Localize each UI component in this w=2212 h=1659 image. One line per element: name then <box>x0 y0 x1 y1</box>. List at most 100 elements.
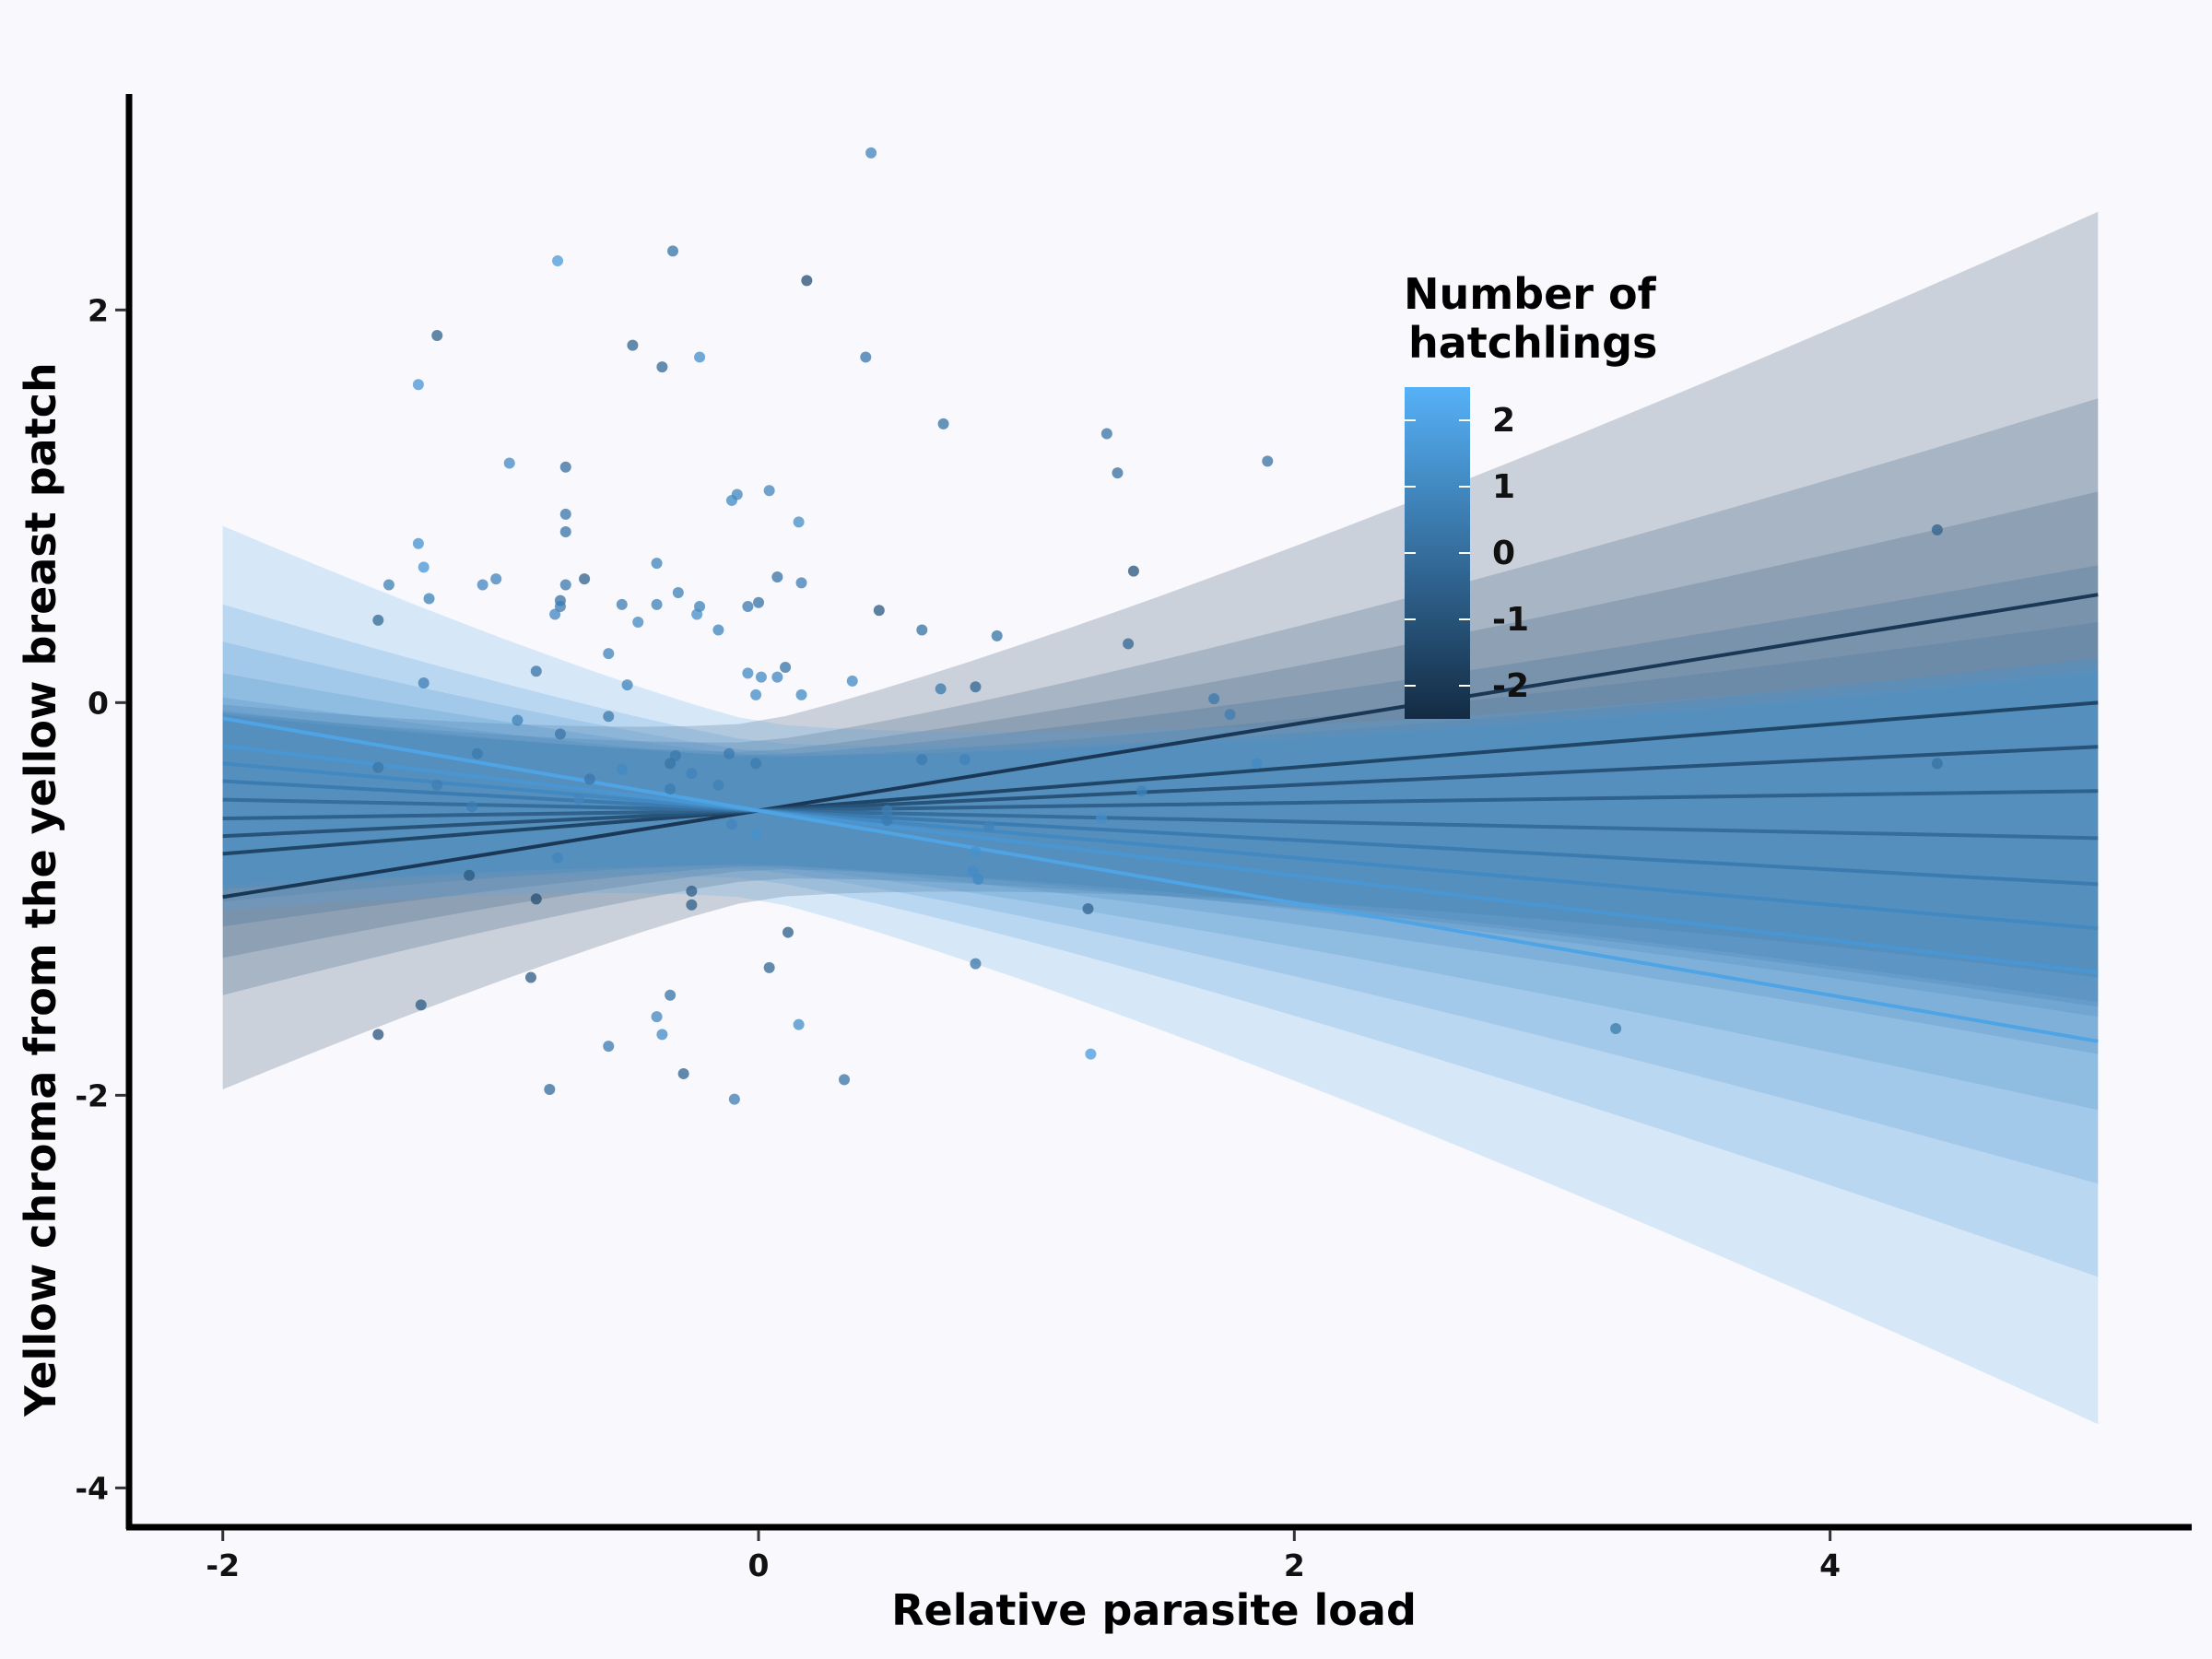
confidence-ribbons <box>222 211 2099 1425</box>
data-points <box>372 147 1943 1105</box>
data-point <box>795 577 807 589</box>
data-point <box>431 779 443 791</box>
data-point <box>793 516 805 528</box>
fit-line--2 <box>222 593 2099 900</box>
data-point <box>750 758 762 770</box>
data-point <box>982 820 994 832</box>
data-point <box>712 624 724 636</box>
legend-tick-label: -2 <box>1492 667 1529 705</box>
data-point <box>742 600 754 612</box>
legend-tick-label: 0 <box>1492 535 1515 572</box>
y-axis-title: Yellow chroma from the yellow breast pat… <box>16 362 65 1417</box>
data-point <box>916 624 928 636</box>
data-point <box>763 485 775 497</box>
legend-title-line-1: Number of <box>1404 269 1657 319</box>
data-point <box>616 598 628 610</box>
data-point <box>1112 467 1124 479</box>
data-point <box>1610 1022 1622 1034</box>
data-point <box>583 773 595 785</box>
fit-line--1.5 <box>222 700 2099 856</box>
data-point <box>724 747 735 759</box>
fit-line--0.5 <box>222 789 2099 821</box>
data-point <box>686 885 698 897</box>
data-point <box>372 1029 384 1041</box>
fit-line-0.5 <box>222 779 2099 887</box>
data-point <box>916 754 928 766</box>
data-point <box>795 688 807 700</box>
data-point <box>669 749 681 761</box>
data-point <box>750 688 762 700</box>
data-point <box>967 865 979 877</box>
fit-line-1 <box>222 761 2099 931</box>
data-point <box>801 275 813 287</box>
data-point <box>418 561 429 573</box>
data-point <box>603 711 615 723</box>
legend-ticks: 2 1 0 -1 -2 <box>1405 402 1529 705</box>
data-point <box>881 815 893 827</box>
data-point <box>559 579 571 591</box>
data-point <box>471 747 483 759</box>
fitted-lines <box>222 593 2099 1043</box>
data-point <box>544 1083 556 1095</box>
data-point <box>1931 758 1943 770</box>
ribbon-0 <box>222 622 2099 1054</box>
data-point <box>725 818 737 830</box>
data-point <box>937 418 949 429</box>
y-tick-label: -2 <box>75 1077 109 1113</box>
data-point <box>793 1018 805 1030</box>
x-tick-label: -2 <box>206 1547 240 1583</box>
data-point <box>970 681 982 693</box>
y-tick-label: 0 <box>88 685 109 721</box>
data-point <box>782 926 794 938</box>
data-point <box>1135 785 1147 797</box>
data-point <box>559 508 571 520</box>
data-point <box>423 593 435 605</box>
data-point <box>860 351 872 363</box>
legend: Number of hatchlings 2 1 0 -1 -2 <box>1404 269 1657 719</box>
data-point <box>616 763 628 775</box>
data-point <box>382 579 394 591</box>
data-point <box>1127 565 1139 577</box>
data-point <box>1100 428 1112 440</box>
data-point <box>873 605 885 617</box>
data-point <box>991 629 1003 641</box>
x-tick-label: 4 <box>1819 1547 1841 1583</box>
data-point <box>418 677 429 689</box>
data-point <box>579 573 591 585</box>
data-point <box>677 1067 689 1079</box>
data-point <box>559 526 571 538</box>
data-point <box>780 662 792 673</box>
axes: -2 0 2 4 -4 -2 0 2 <box>75 94 2192 1583</box>
data-point <box>1123 638 1135 650</box>
data-point <box>881 805 893 817</box>
data-point <box>1096 813 1108 825</box>
data-point <box>672 587 684 599</box>
data-point <box>431 330 443 342</box>
data-point <box>477 579 488 591</box>
data-point <box>603 648 615 660</box>
ribbon-2 <box>222 525 2099 1425</box>
data-point <box>552 255 564 267</box>
fit-line-0 <box>222 797 2099 841</box>
data-point <box>763 961 775 973</box>
data-point <box>691 608 703 620</box>
data-point <box>554 728 566 740</box>
data-point <box>559 461 571 473</box>
data-point <box>466 801 478 813</box>
data-point <box>694 351 706 363</box>
y-tick-label: 2 <box>88 292 109 328</box>
data-point <box>372 614 384 626</box>
data-point <box>755 671 767 683</box>
data-point <box>667 245 679 257</box>
data-point <box>1251 758 1263 770</box>
legend-title-line-2: hatchlings <box>1408 318 1657 368</box>
data-point <box>464 869 476 881</box>
data-point <box>412 379 424 391</box>
data-point <box>632 617 644 629</box>
data-point <box>415 999 427 1011</box>
legend-tick-label: 1 <box>1492 468 1515 506</box>
data-point <box>686 768 698 780</box>
data-point <box>750 829 762 841</box>
data-point <box>1208 693 1220 705</box>
fit-line-1.5 <box>222 744 2099 975</box>
